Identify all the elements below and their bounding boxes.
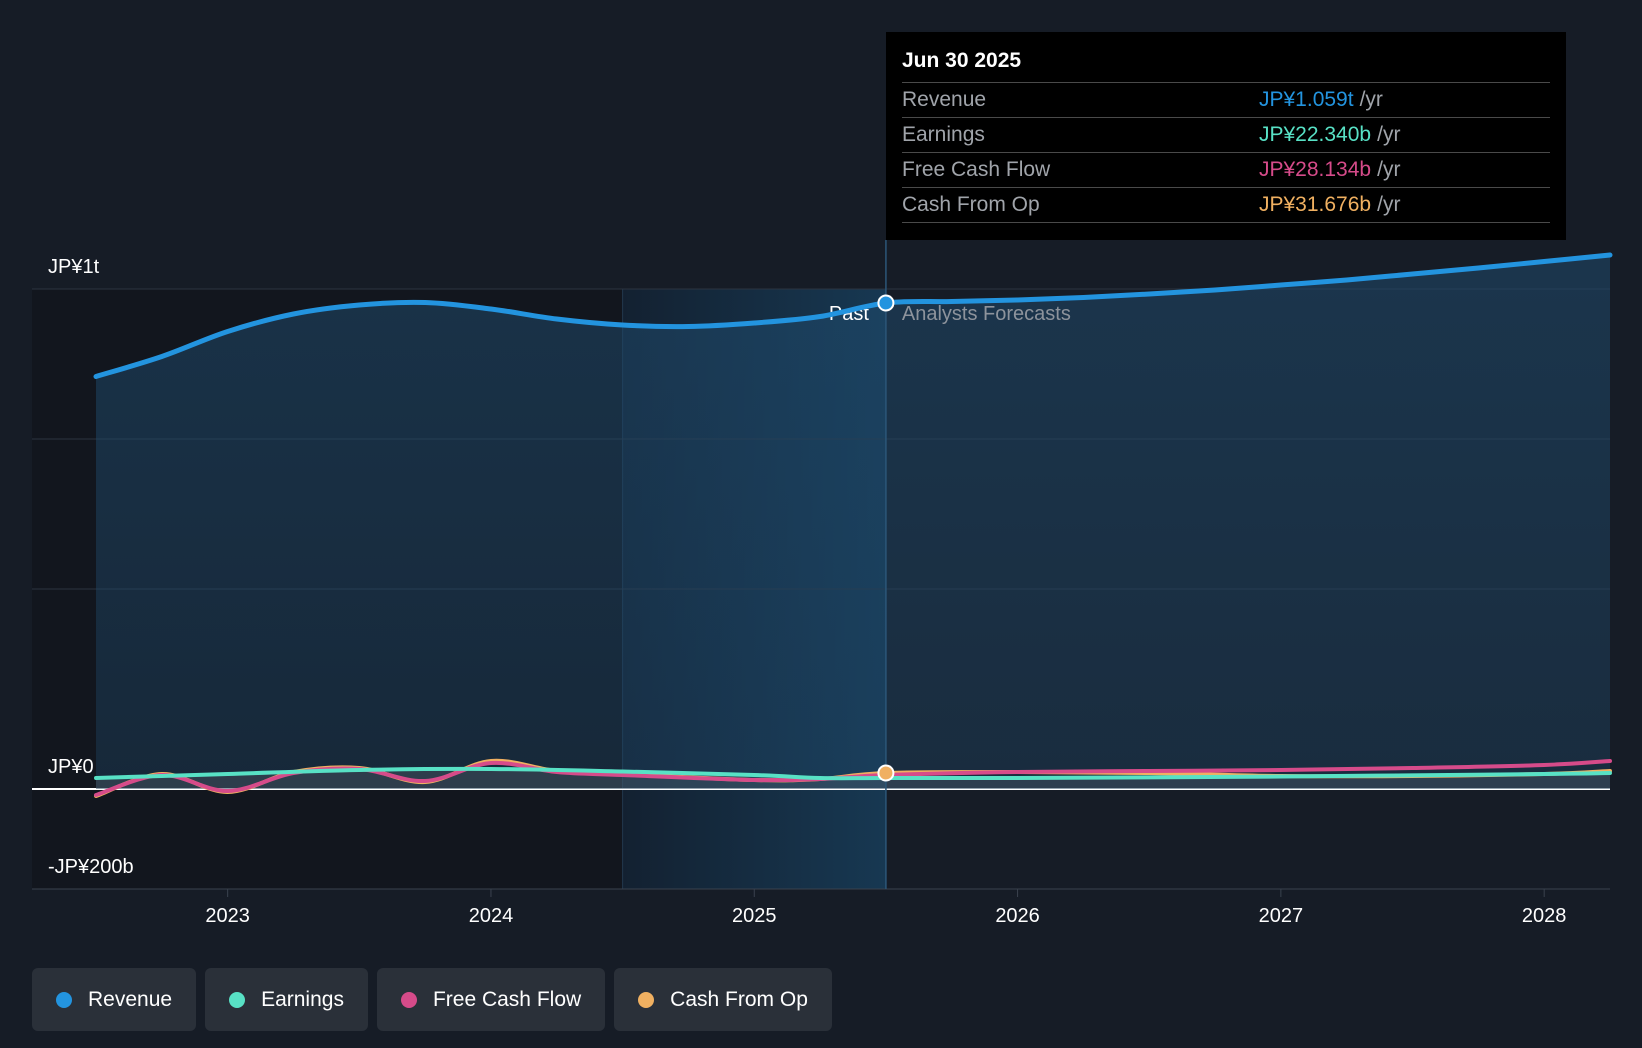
tooltip-label: Free Cash Flow <box>902 158 1051 181</box>
x-tick-label: 2028 <box>1522 905 1567 927</box>
y-axis-label: -JP¥200b <box>48 856 134 878</box>
revenue-marker <box>877 294 895 312</box>
tooltip-unit: /yr <box>1377 158 1401 181</box>
tooltip-row-free-cash-flow: Free Cash Flow JP¥28.134b /yr <box>902 152 1550 187</box>
tooltip-row-earnings: Earnings JP¥22.340b /yr <box>902 117 1550 152</box>
tooltip-label: Cash From Op <box>902 193 1040 216</box>
revenue-line <box>93 252 1613 379</box>
tooltip-unit: /yr <box>1359 88 1383 111</box>
earnings-line <box>94 766 1612 781</box>
y-axis-label: JP¥1t <box>48 256 100 278</box>
revenue-area <box>96 255 1610 789</box>
tooltip-row-cash-from-op: Cash From Op JP¥31.676b /yr <box>902 187 1550 223</box>
chart-tooltip: Jun 30 2025 Revenue JP¥1.059t /yr Earnin… <box>886 32 1566 240</box>
y-axis-label: JP¥0 <box>48 756 94 778</box>
tooltip-unit: /yr <box>1377 123 1401 146</box>
tooltip-label: Earnings <box>902 123 985 146</box>
tooltip-value: JP¥1.059t <box>1259 88 1354 111</box>
tooltip-value: JP¥31.676b <box>1259 193 1372 216</box>
legend-label: Revenue <box>88 987 173 1011</box>
x-tick-label: 2027 <box>1259 905 1304 927</box>
tooltip-value: JP¥22.340b <box>1259 123 1372 146</box>
tooltip-label: Revenue <box>902 88 987 111</box>
cash-from-op-marker <box>877 764 895 782</box>
legend-item-revenue[interactable]: Revenue <box>32 968 197 1031</box>
tooltip-row-revenue: Revenue JP¥1.059t /yr <box>902 82 1550 117</box>
legend-item-earnings[interactable]: Earnings <box>205 968 368 1031</box>
forecast-label: Analysts Forecasts <box>902 303 1071 325</box>
legend-dot-icon <box>638 991 655 1008</box>
legend-label: Earnings <box>261 987 344 1011</box>
tooltip-value: JP¥28.134b <box>1259 158 1372 181</box>
chart-legend: Revenue Earnings Free Cash Flow Cash Fro… <box>32 968 832 1031</box>
legend-dot-icon <box>56 991 72 1008</box>
x-tick-label: 2023 <box>205 905 250 927</box>
x-tick-label: 2024 <box>469 905 514 927</box>
legend-label: Cash From Op <box>670 987 808 1011</box>
legend-label: Free Cash Flow <box>432 987 582 1011</box>
x-tick-label: 2025 <box>732 905 777 927</box>
tooltip-unit: /yr <box>1377 193 1401 216</box>
x-tick-label: 2026 <box>995 905 1040 927</box>
legend-item-free-cash-flow[interactable]: Free Cash Flow <box>376 968 606 1031</box>
legend-item-cash-from-op[interactable]: Cash From Op <box>614 968 832 1031</box>
legend-dot-icon <box>400 991 417 1008</box>
tooltip-date: Jun 30 2025 <box>902 49 1022 72</box>
legend-dot-icon <box>229 991 246 1008</box>
